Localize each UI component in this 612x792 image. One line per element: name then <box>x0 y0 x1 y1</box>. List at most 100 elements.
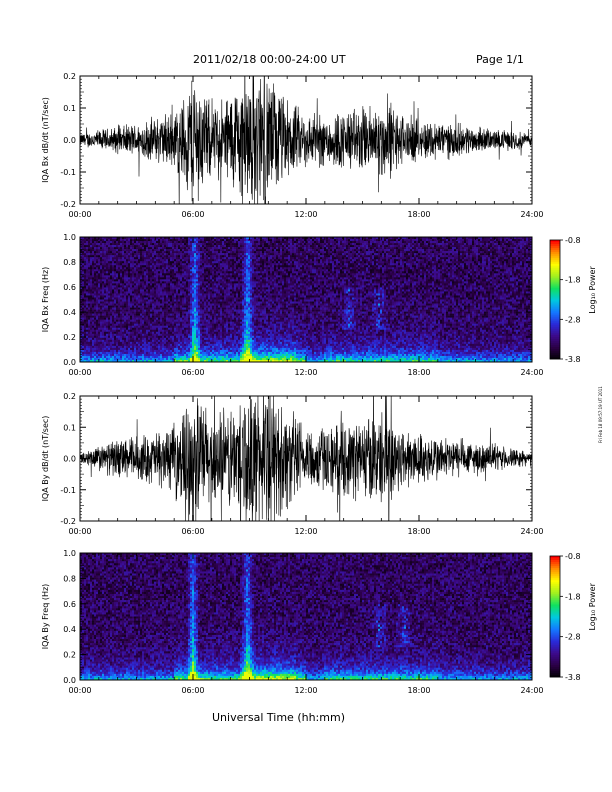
spectrogram-cell <box>156 251 159 254</box>
spectrogram-cell <box>176 327 179 331</box>
spectrogram-cell <box>166 313 169 316</box>
spectrogram-cell <box>134 269 137 272</box>
spectrogram-cell <box>204 275 207 278</box>
spectrogram-cell <box>182 289 185 292</box>
spectrogram-cell <box>122 247 125 250</box>
spectrogram-cell <box>104 343 107 347</box>
spectrogram-cell <box>92 355 95 359</box>
spectrogram-cell <box>190 311 193 314</box>
spectrogram-cell <box>158 285 161 288</box>
spectrogram-cell <box>152 359 155 363</box>
spectrogram-cell <box>198 245 201 248</box>
spectrogram-cell <box>124 279 127 282</box>
spectrogram-cell <box>124 347 127 351</box>
spectrogram-cell <box>148 267 151 270</box>
spectrogram-cell <box>188 327 191 331</box>
spectrogram-cell <box>202 241 205 244</box>
spectrogram-cell <box>168 339 171 343</box>
spectrogram-cell <box>232 279 235 282</box>
spectrogram-cell <box>214 327 217 331</box>
spectrogram-cell <box>86 325 89 329</box>
spectrogram-cell <box>84 257 87 260</box>
spectrogram-cell <box>140 341 143 345</box>
spectrogram-cell <box>168 343 171 347</box>
spectrogram-cell <box>150 261 153 264</box>
spectrogram-cell <box>202 293 205 296</box>
spectrogram-cell <box>212 311 215 314</box>
spectrogram-cell <box>214 297 217 300</box>
spectrogram-cell <box>118 349 121 353</box>
spectrogram-cell <box>120 307 123 310</box>
spectrogram-cell <box>132 311 135 314</box>
spectrogram-cell <box>214 241 217 244</box>
spectrogram-cell <box>146 273 149 276</box>
spectrogram-cell <box>102 261 105 264</box>
spectrogram-cell <box>150 339 153 343</box>
spectrogram-cell <box>80 317 83 320</box>
spectrogram-cell <box>84 359 87 363</box>
spectrogram-cell <box>120 345 123 349</box>
spectrogram-cell <box>226 353 229 357</box>
spectrogram-cell <box>142 353 145 357</box>
spectrogram-cell <box>102 279 105 282</box>
spectrogram-cell <box>96 245 99 248</box>
spectrogram-cell <box>182 287 185 290</box>
spectrogram-cell <box>198 317 201 320</box>
spectrogram-cell <box>220 335 223 339</box>
spectrogram-cell <box>124 283 127 286</box>
spectrogram-cell <box>150 289 153 292</box>
spectrogram-cell <box>164 297 167 300</box>
spectrogram-cell <box>158 279 161 282</box>
spectrogram-cell <box>84 287 87 290</box>
spectrogram-cell <box>164 249 167 252</box>
spectrogram-cell <box>178 329 181 333</box>
spectrogram-cell <box>100 341 103 345</box>
spectrogram-cell <box>156 259 159 262</box>
spectrogram-cell <box>206 241 209 244</box>
spectrogram-cell <box>136 351 139 355</box>
spectrogram-cell <box>162 239 165 242</box>
spectrogram-cell <box>232 347 235 351</box>
spectrogram-cell <box>182 269 185 272</box>
spectrogram-cell <box>88 269 91 272</box>
spectrogram-cell <box>82 253 85 256</box>
spectrogram-cell <box>82 325 85 329</box>
spectrogram-cell <box>204 267 207 270</box>
spectrogram-cell <box>196 269 199 272</box>
spectrogram-cell <box>164 357 167 361</box>
spectrogram-cell <box>200 303 203 306</box>
spectrogram-cell <box>222 237 225 240</box>
spectrogram-cell <box>112 263 115 266</box>
spectrogram-cell <box>100 297 103 300</box>
spectrogram-cell <box>120 343 123 347</box>
spectrogram-cell <box>158 247 161 250</box>
spectrogram-cell <box>192 279 195 282</box>
spectrogram-cell <box>224 261 227 264</box>
spectrogram-cell <box>96 345 99 349</box>
spectrogram-cell <box>144 335 147 339</box>
spectrogram-cell <box>94 317 97 320</box>
spectrogram-cell <box>144 275 147 278</box>
spectrogram-cell <box>118 325 121 329</box>
spectrogram-cell <box>232 263 235 266</box>
spectrogram-cell <box>146 343 149 347</box>
spectrogram-cell <box>224 275 227 278</box>
spectrogram-cell <box>146 247 149 250</box>
spectrogram-cell <box>84 289 87 292</box>
spectrogram-cell <box>86 283 89 286</box>
spectrogram-cell <box>170 279 173 282</box>
spectrogram-cell <box>144 293 147 296</box>
spectrogram-cell <box>164 355 167 359</box>
spectrogram-cell <box>106 263 109 266</box>
spectrogram-cell <box>138 271 141 274</box>
spectrogram-cell <box>220 347 223 351</box>
spectrogram-cell <box>224 273 227 276</box>
spectrogram-cell <box>198 285 201 288</box>
spectrogram-cell <box>182 253 185 256</box>
spectrogram-cell <box>232 239 235 242</box>
spectrogram-cell <box>168 245 171 248</box>
spectrogram-cell <box>206 305 209 308</box>
spectrogram-cell <box>94 315 97 318</box>
spectrogram-cell <box>162 277 165 280</box>
spectrogram-cell <box>130 265 133 268</box>
